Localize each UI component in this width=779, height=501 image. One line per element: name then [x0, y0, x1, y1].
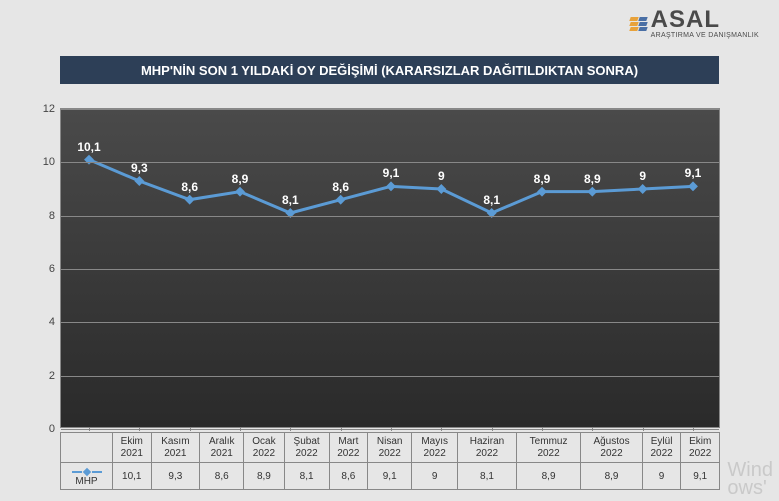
x-axis-tick — [492, 427, 493, 431]
gridline — [61, 216, 719, 217]
table-value-cell: 9,1 — [681, 463, 720, 490]
table-category-header: Ocak2022 — [244, 433, 284, 463]
table-category-header: Mart2022 — [329, 433, 368, 463]
chart-data-label: 8,9 — [534, 172, 551, 186]
chart-data-label: 8,1 — [483, 193, 500, 207]
table-value-cell: 9 — [642, 463, 681, 490]
y-axis-tick-label: 10 — [43, 156, 55, 168]
table-category-header: Nisan2022 — [368, 433, 412, 463]
chart-title: MHP'NİN SON 1 YILDAKİ OY DEĞİŞİMİ (KARAR… — [60, 56, 719, 84]
x-axis-tick — [139, 427, 140, 431]
line-chart-svg — [61, 109, 719, 427]
gridline — [61, 109, 719, 110]
brand-tagline: ARAŞTIRMA VE DANIŞMANLIK — [651, 32, 759, 39]
x-axis-tick — [190, 427, 191, 431]
chart-data-label: 8,6 — [332, 180, 349, 194]
legend-line-icon — [92, 471, 102, 473]
gridline — [61, 429, 719, 430]
table-category-header: Aralık2021 — [200, 433, 244, 463]
table-header-row: Ekim2021Kasım2021Aralık2021Ocak2022Şubat… — [61, 433, 720, 463]
brand-name: ASAL — [651, 8, 759, 32]
logo-stripe — [629, 27, 638, 31]
x-axis-tick — [341, 427, 342, 431]
legend-series-label: MHP — [75, 476, 97, 487]
os-watermark: Wind ows' — [727, 461, 773, 497]
legend-line-icon — [72, 471, 82, 473]
table-value-cell: 8,1 — [458, 463, 517, 490]
x-axis-tick — [542, 427, 543, 431]
table-category-header: Kasım2021 — [151, 433, 200, 463]
logo-stripe — [638, 17, 647, 21]
x-axis-tick — [592, 427, 593, 431]
chart-data-label: 9 — [639, 169, 646, 183]
table-category-header: Şubat2022 — [284, 433, 329, 463]
chart-marker — [638, 184, 648, 194]
chart-marker — [688, 181, 698, 191]
table-value-cell: 9 — [412, 463, 458, 490]
table-value-cell: 10,1 — [113, 463, 152, 490]
y-axis-tick-label: 4 — [49, 316, 55, 328]
y-axis-tick-label: 2 — [49, 370, 55, 382]
x-axis-tick — [441, 427, 442, 431]
logo-stripe — [638, 22, 647, 26]
y-axis-tick-label: 6 — [49, 263, 55, 275]
table-value-cell: 8,1 — [284, 463, 329, 490]
table-category-header: Haziran2022 — [458, 433, 517, 463]
chart-plot-area: 02468101210,19,38,68,98,18,69,198,18,98,… — [60, 108, 720, 428]
x-axis-tick — [391, 427, 392, 431]
chart-marker — [336, 195, 346, 205]
chart-data-label: 9,1 — [685, 166, 702, 180]
table-value-cell: 9,3 — [151, 463, 200, 490]
chart-data-label: 8,1 — [282, 193, 299, 207]
brand-logo-mark — [630, 17, 647, 31]
chart-data-label: 8,6 — [181, 180, 198, 194]
table-value-cell: 8,6 — [200, 463, 244, 490]
logo-stripe — [629, 22, 638, 26]
chart-marker — [386, 181, 396, 191]
chart-data-label: 10,1 — [77, 140, 100, 154]
brand-logo: ASAL ARAŞTIRMA VE DANIŞMANLIK — [630, 8, 759, 39]
table-data-row: MHP10,19,38,68,98,18,69,198,18,98,999,1 — [61, 463, 720, 490]
table-value-cell: 8,9 — [244, 463, 284, 490]
chart-data-label: 9,3 — [131, 161, 148, 175]
table-value-cell: 9,1 — [368, 463, 412, 490]
table-category-header: Eylül2022 — [642, 433, 681, 463]
x-axis-tick — [240, 427, 241, 431]
chart-marker — [185, 195, 195, 205]
chart-marker — [537, 187, 547, 197]
x-axis-tick — [693, 427, 694, 431]
gridline — [61, 376, 719, 377]
table-value-cell: 8,9 — [516, 463, 580, 490]
chart-marker — [436, 184, 446, 194]
table-category-header: Mayıs2022 — [412, 433, 458, 463]
table-category-header: Ağustos2022 — [581, 433, 643, 463]
x-axis-tick — [290, 427, 291, 431]
gridline — [61, 269, 719, 270]
y-axis-tick-label: 0 — [49, 423, 55, 435]
table-value-cell: 8,6 — [329, 463, 368, 490]
table-series-name-cell: MHP — [61, 463, 113, 490]
table-corner-cell — [61, 433, 113, 463]
table-category-header: Ekim2022 — [681, 433, 720, 463]
chart-data-label: 9,1 — [383, 166, 400, 180]
gridline — [61, 162, 719, 163]
table-category-header: Temmuz2022 — [516, 433, 580, 463]
chart-marker — [134, 176, 144, 186]
gridline — [61, 322, 719, 323]
chart-data-table: Ekim2021Kasım2021Aralık2021Ocak2022Şubat… — [60, 432, 720, 490]
table-value-cell: 8,9 — [581, 463, 643, 490]
logo-stripe — [629, 17, 638, 21]
chart-data-label: 9 — [438, 169, 445, 183]
y-axis-tick-label: 8 — [49, 210, 55, 222]
chart-marker — [587, 187, 597, 197]
chart-data-label: 8,9 — [584, 172, 601, 186]
x-axis-tick — [643, 427, 644, 431]
chart-data-label: 8,9 — [232, 172, 249, 186]
logo-stripe — [638, 27, 647, 31]
y-axis-tick-label: 12 — [43, 103, 55, 115]
chart-marker — [235, 187, 245, 197]
legend-marker-icon — [82, 468, 90, 476]
x-axis-tick — [89, 427, 90, 431]
table-category-header: Ekim2021 — [113, 433, 152, 463]
